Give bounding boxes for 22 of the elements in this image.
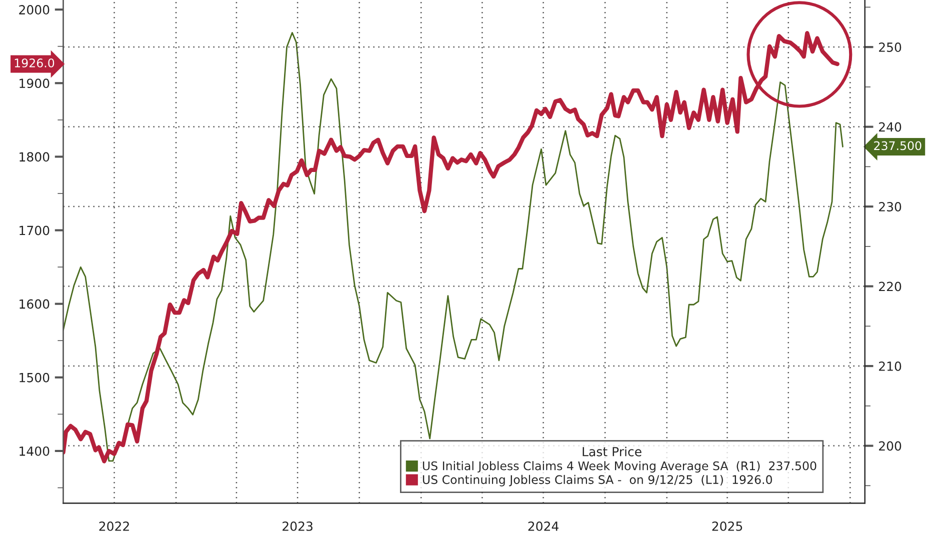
legend-label: US Continuing Jobless Claims SA - on 9/12/25 (L1) 1926.0 [422, 474, 772, 486]
y-tick-label: 1900 [20, 78, 50, 88]
y2-tick-label: 220 [879, 282, 902, 292]
y-tick-label: 1600 [20, 299, 50, 309]
x-tick-label: 2023 [282, 521, 312, 531]
legend-title: Last Price [582, 446, 642, 456]
y-tick-label: 1800 [20, 152, 50, 162]
y2-tick-label: 210 [879, 362, 902, 371]
y-tick-label: 1500 [20, 372, 50, 382]
y-tick-label: 1700 [20, 226, 50, 236]
text: 237.500 [874, 141, 922, 150]
text: 1926.0 [14, 58, 54, 68]
x-tick-label: 2022 [99, 521, 129, 531]
y-tick-label: 2000 [19, 5, 50, 14]
x-tick-label: 2025 [712, 521, 742, 531]
y2-tick-label: 250 [879, 42, 902, 52]
legend-label: US Initial Jobless Claims 4 Week Moving Average SA (R1) 237.500 [422, 461, 816, 473]
y2-tick-label: 230 [879, 202, 902, 212]
y-tick-label: 1400 [20, 446, 50, 456]
x-tick-label: 2024 [528, 521, 558, 531]
y2-tick-label: 200 [879, 441, 902, 451]
y2-tick-label: 240 [879, 122, 902, 132]
